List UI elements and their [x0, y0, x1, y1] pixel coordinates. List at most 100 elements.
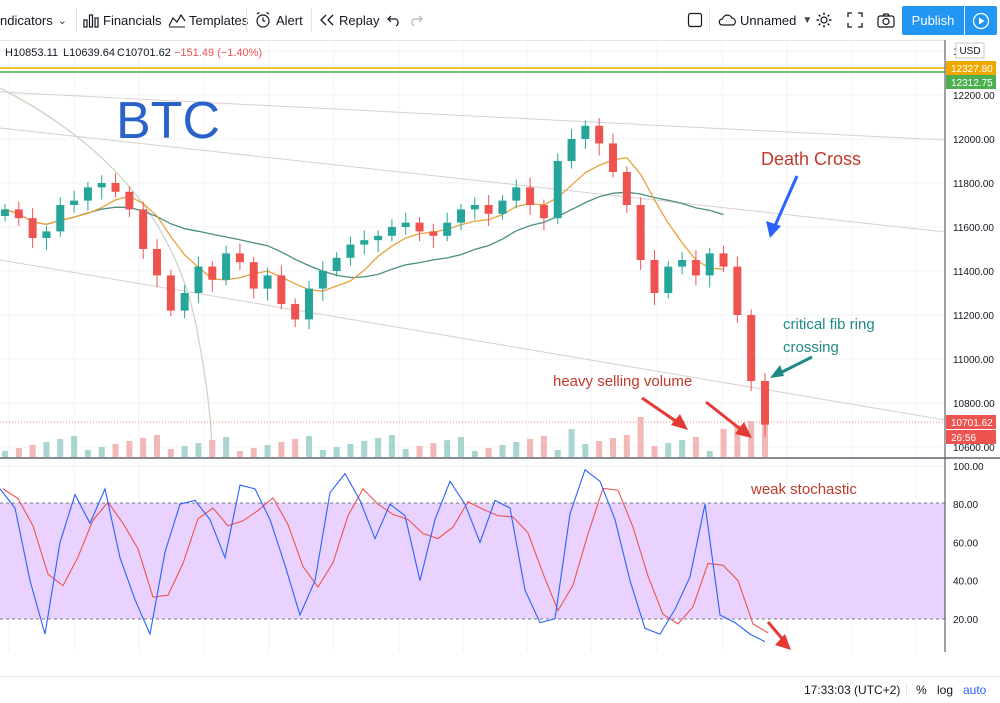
- volume-bar: [126, 441, 133, 457]
- log-toggle[interactable]: log: [937, 683, 954, 697]
- templates-button[interactable]: Templates: [168, 0, 248, 40]
- volume-bar: [264, 445, 271, 457]
- auto-toggle[interactable]: auto: [963, 683, 987, 697]
- death-cross-annotation[interactable]: Death Cross: [761, 149, 861, 169]
- volume-bar: [223, 437, 230, 457]
- trend-line[interactable]: [0, 91, 946, 141]
- price-tag-label: 10701.62: [951, 418, 993, 429]
- volume-bar: [444, 440, 451, 457]
- replay-button[interactable]: Replay: [318, 0, 379, 40]
- volume-bar: [554, 450, 561, 457]
- fullscreen-toggle[interactable]: [687, 0, 703, 40]
- volume-bar: [402, 449, 409, 457]
- price-tick: 10600.00: [953, 443, 995, 454]
- expand-button[interactable]: [847, 0, 863, 40]
- bottom-bar: 17:33:03 (UTC+2) % log auto: [0, 676, 1000, 703]
- trend-line[interactable]: [0, 127, 946, 233]
- arrow-annotations[interactable]: [641, 175, 813, 650]
- candle-body: [747, 315, 756, 381]
- undo-button[interactable]: [386, 0, 402, 40]
- volume-bar: [582, 444, 589, 457]
- candle-body: [180, 293, 189, 311]
- alert-button[interactable]: Alert: [254, 0, 303, 40]
- redo-icon: [411, 15, 423, 27]
- redo-button[interactable]: [408, 0, 424, 40]
- volume-bar: [167, 449, 174, 457]
- candle-body: [291, 304, 300, 320]
- stochastic-tick: 80.00: [953, 500, 978, 511]
- candle-body: [318, 271, 327, 289]
- volume-bar: [706, 451, 713, 457]
- fib-ring-annotation-line1[interactable]: critical fib ring: [783, 316, 875, 333]
- weak-stochastic-annotation[interactable]: weak stochastic: [750, 481, 857, 498]
- publish-button[interactable]: Publish: [902, 6, 964, 35]
- volume-bar: [195, 443, 202, 457]
- stochastic-axis[interactable]: [946, 459, 1000, 652]
- volume-bar: [333, 447, 340, 457]
- expand-icon: [847, 12, 863, 28]
- fib-ring-annotation-line2[interactable]: crossing: [783, 339, 839, 356]
- candle-body: [235, 253, 244, 263]
- camera-icon: [877, 13, 895, 28]
- alert-label: Alert: [276, 12, 303, 28]
- candle-body: [208, 266, 217, 280]
- volume-bar: [499, 445, 506, 457]
- chevron-down-icon[interactable]: ▼: [802, 14, 813, 26]
- volume-bar: [458, 437, 464, 457]
- candle-body: [42, 231, 51, 238]
- volume-bar: [485, 448, 492, 457]
- replay-icon: [320, 14, 334, 26]
- candle-body: [595, 125, 604, 144]
- top-toolbar: ndicators ⌄ Financials Templates Alert R…: [0, 0, 1000, 41]
- arrow-icon[interactable]: [705, 400, 745, 434]
- candle-body: [97, 183, 106, 188]
- volume-bar: [43, 442, 50, 457]
- divider: [246, 8, 247, 32]
- arrow-head-icon: [735, 422, 752, 438]
- percent-toggle[interactable]: %: [916, 683, 927, 697]
- candle-body: [470, 205, 479, 210]
- candle-body: [401, 222, 410, 227]
- heavy-volume-annotation[interactable]: heavy selling volume: [553, 373, 692, 390]
- cloud-icon: [718, 14, 736, 26]
- candle-body: [526, 187, 535, 205]
- arrow-icon[interactable]: [777, 355, 813, 376]
- fib-circle-arc[interactable]: [0, 87, 213, 459]
- stochastic-d-line: [2, 487, 769, 634]
- price-axis[interactable]: [946, 40, 1000, 456]
- financials-button[interactable]: Financials: [82, 0, 162, 40]
- candle-body: [719, 253, 728, 267]
- candle-body: [222, 253, 231, 280]
- undo-icon: [387, 15, 399, 27]
- indicators-button[interactable]: ndicators ⌄: [0, 0, 67, 40]
- price-tick: 12200.00: [953, 91, 995, 102]
- symbol-annotation[interactable]: BTC: [116, 92, 220, 150]
- volume-bar: [596, 441, 603, 457]
- volume-bar: [748, 421, 755, 457]
- volume-bar: [84, 450, 91, 457]
- candle-body: [194, 266, 203, 293]
- volume-bar: [623, 435, 630, 457]
- candle-body: [733, 266, 742, 315]
- volume-bar: [471, 451, 478, 457]
- candle-body: [539, 205, 548, 219]
- candle-body: [457, 209, 465, 223]
- candle-body: [761, 381, 769, 425]
- volume-bar: [416, 446, 423, 457]
- price-tick: 10800.00: [953, 399, 995, 410]
- play-button[interactable]: [965, 6, 997, 35]
- stochastic-tick: 60.00: [953, 538, 978, 549]
- clock[interactable]: 17:33:03 (UTC+2): [804, 683, 901, 697]
- arrow-icon[interactable]: [772, 175, 799, 229]
- stochastic-tick: 100.00: [953, 462, 984, 473]
- chevron-down-icon[interactable]: ⌄: [57, 14, 67, 27]
- stochastic-tick-labels: 100.00 80.00 60.00 40.00 20.00: [953, 462, 984, 626]
- chart-canvas[interactable]: H10853.11 L10639.64 C10701.62 −151.49 (−…: [0, 40, 1000, 652]
- snapshot-button[interactable]: [877, 0, 895, 40]
- candle-body: [553, 161, 562, 219]
- volume-bar: [57, 439, 64, 457]
- volume-bar: [250, 448, 257, 457]
- layout-menu[interactable]: Unnamed ▼: [717, 0, 812, 40]
- arrow-icon[interactable]: [641, 396, 681, 426]
- settings-button[interactable]: [815, 0, 833, 40]
